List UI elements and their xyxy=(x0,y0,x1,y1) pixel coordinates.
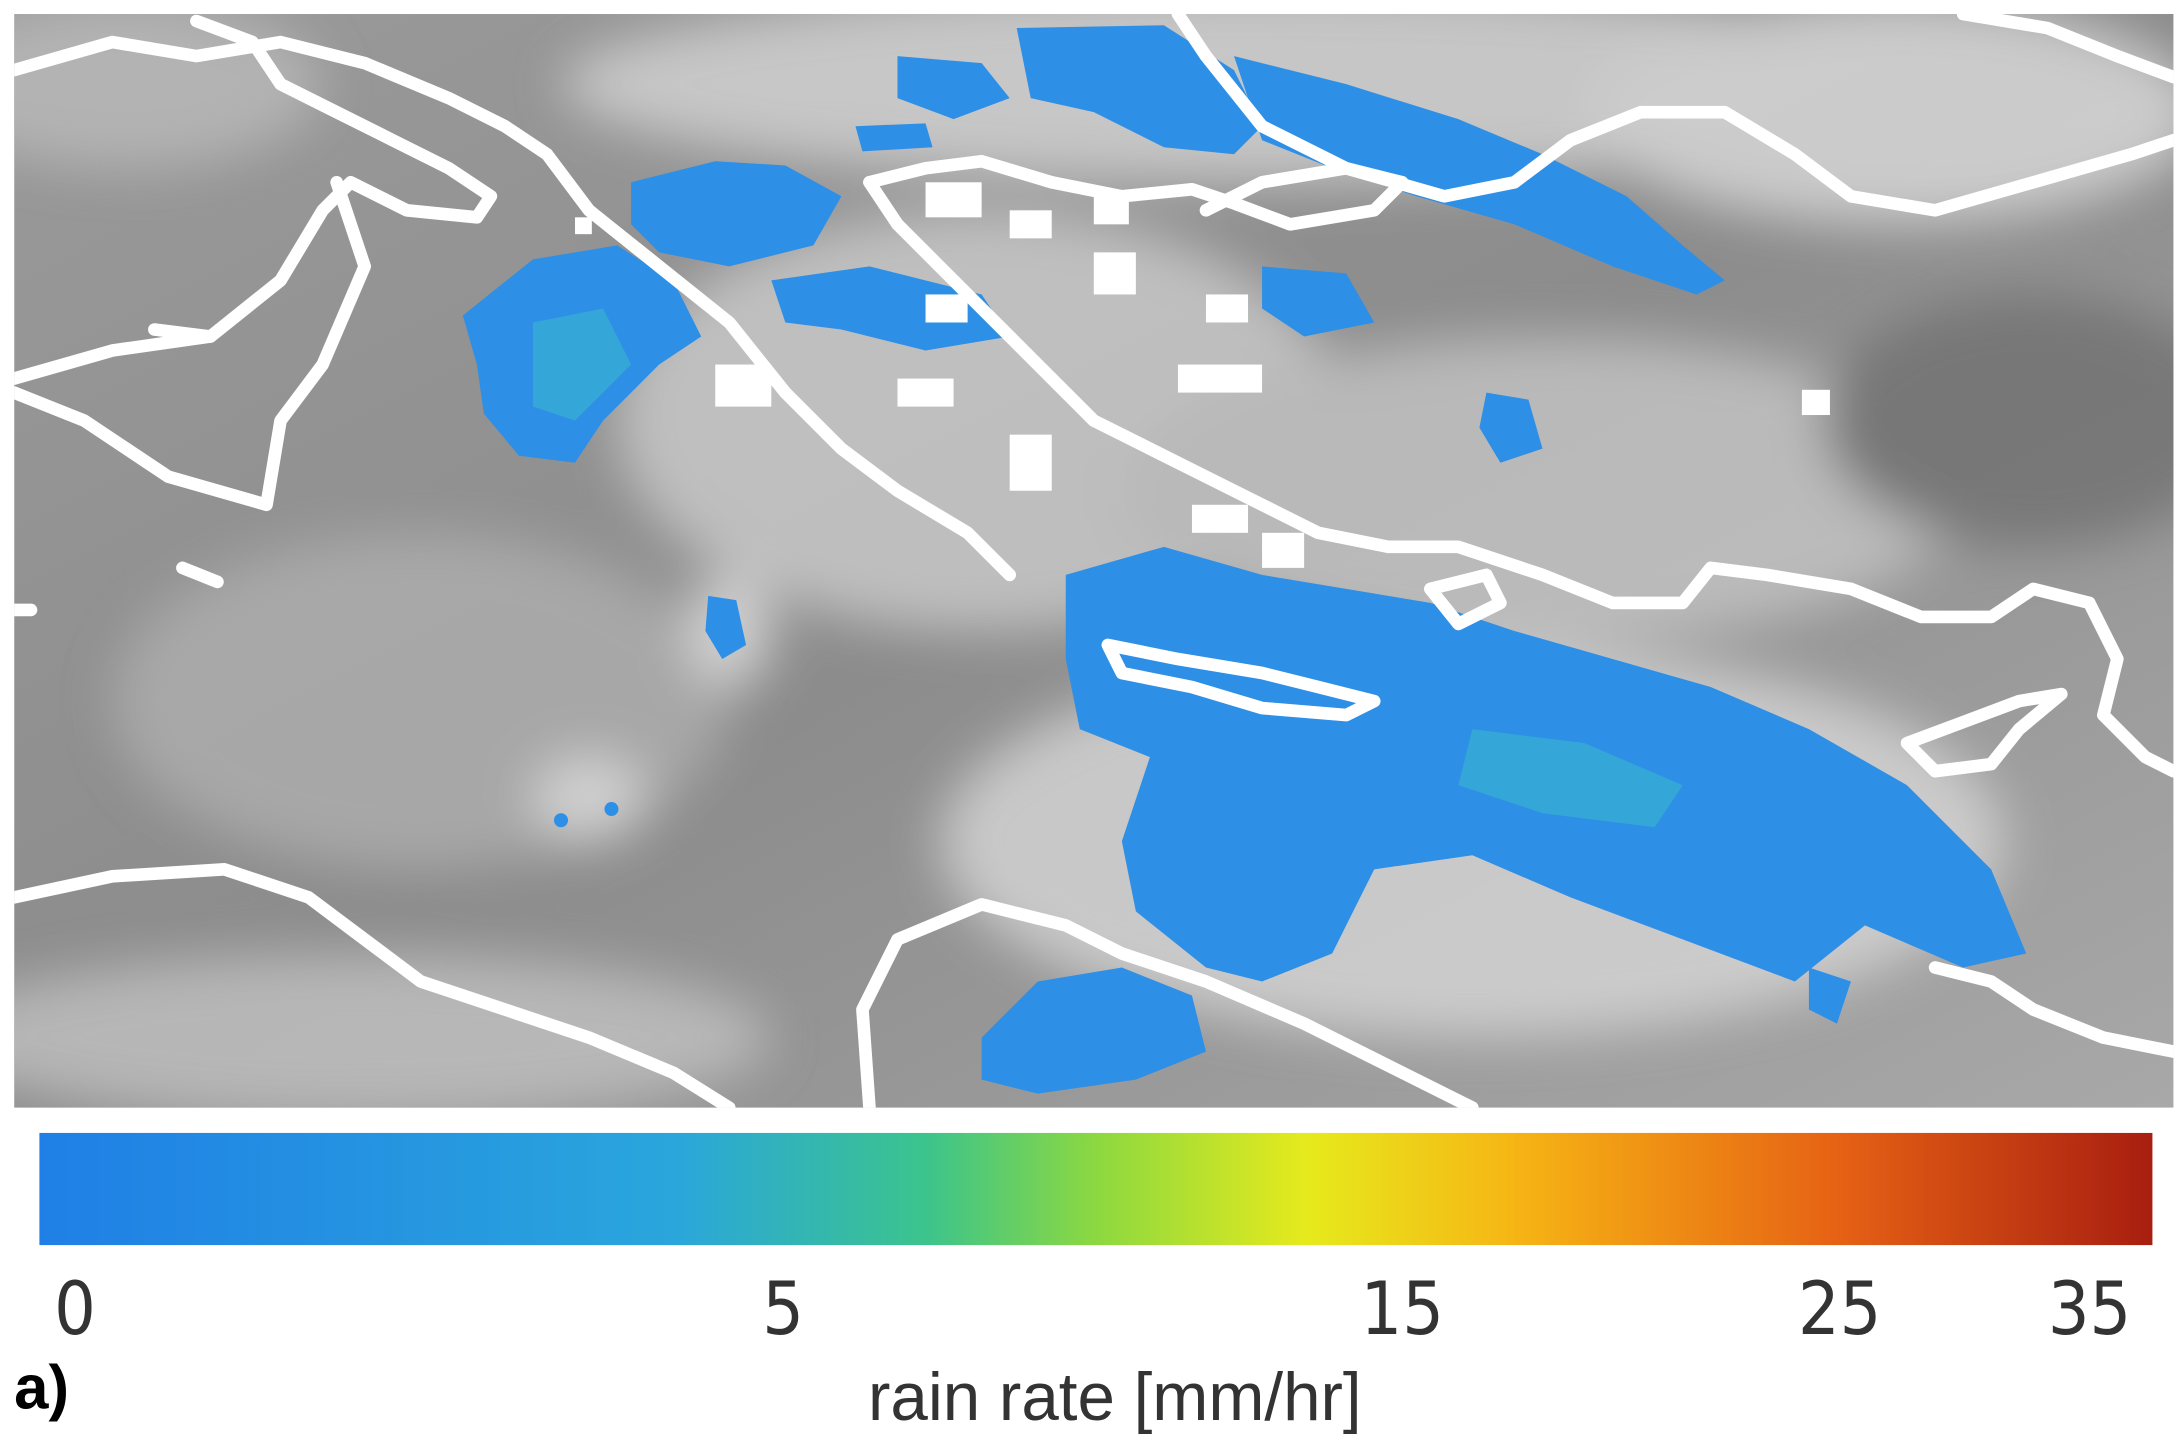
rain-areas xyxy=(462,25,2027,1094)
map xyxy=(14,14,2174,1108)
colorbar-label: rain rate [mm/hr] xyxy=(868,1360,1362,1435)
colorbar-tick-label: 35 xyxy=(2048,1267,2131,1352)
colorbar-tick-label: 25 xyxy=(1798,1267,1881,1352)
colorbar-tick-label: 0 xyxy=(54,1267,96,1352)
colorbar xyxy=(39,1132,2153,1246)
colorbar-ticks: 0 5 15 25 35 xyxy=(54,1267,2131,1352)
colorbar-tick-label: 5 xyxy=(762,1267,804,1352)
colorbar-tick-label: 15 xyxy=(1361,1267,1444,1352)
islands xyxy=(575,182,1830,568)
coastlines xyxy=(14,14,2174,1108)
panel-label: a) xyxy=(14,1354,69,1423)
